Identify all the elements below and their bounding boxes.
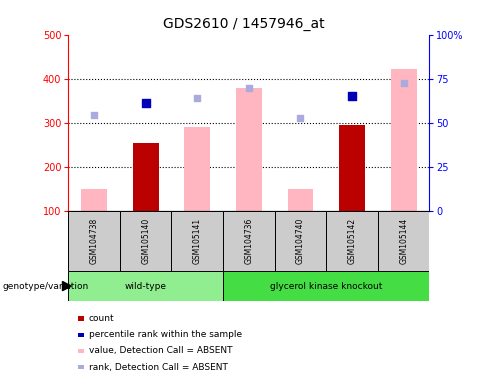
Text: GSM105144: GSM105144: [399, 218, 408, 264]
Bar: [339, 125, 365, 211]
Bar: [223, 271, 429, 301]
Text: GSM104736: GSM104736: [244, 218, 253, 264]
Bar: [171, 211, 223, 271]
Text: GSM105141: GSM105141: [193, 218, 202, 264]
Bar: [236, 88, 262, 211]
Bar: [68, 211, 120, 271]
Bar: [326, 211, 378, 271]
Point: [90, 112, 98, 118]
Point: [193, 94, 201, 101]
Text: glycerol kinase knockout: glycerol kinase knockout: [270, 281, 383, 291]
Bar: [391, 69, 417, 211]
Text: wild-type: wild-type: [125, 281, 167, 291]
Point: [142, 100, 150, 106]
Bar: [133, 143, 159, 211]
Bar: [223, 211, 275, 271]
Text: genotype/variation: genotype/variation: [2, 281, 89, 291]
Bar: [120, 211, 171, 271]
Point: [400, 80, 407, 86]
Text: count: count: [89, 314, 115, 323]
Text: GSM105140: GSM105140: [141, 218, 150, 264]
Text: GSM105142: GSM105142: [347, 218, 357, 264]
Point: [297, 115, 305, 121]
Bar: [378, 211, 429, 271]
Point: [348, 93, 356, 99]
Text: rank, Detection Call = ABSENT: rank, Detection Call = ABSENT: [89, 362, 228, 372]
Point: [245, 84, 253, 91]
Text: value, Detection Call = ABSENT: value, Detection Call = ABSENT: [89, 346, 232, 356]
Bar: [68, 271, 223, 301]
Text: GSM104738: GSM104738: [90, 218, 99, 264]
Bar: [275, 211, 326, 271]
Text: percentile rank within the sample: percentile rank within the sample: [89, 330, 242, 339]
Bar: [81, 189, 107, 211]
Text: GDS2610 / 1457946_at: GDS2610 / 1457946_at: [163, 17, 325, 31]
Bar: [287, 189, 313, 211]
Bar: [184, 127, 210, 211]
Text: GSM104740: GSM104740: [296, 218, 305, 264]
